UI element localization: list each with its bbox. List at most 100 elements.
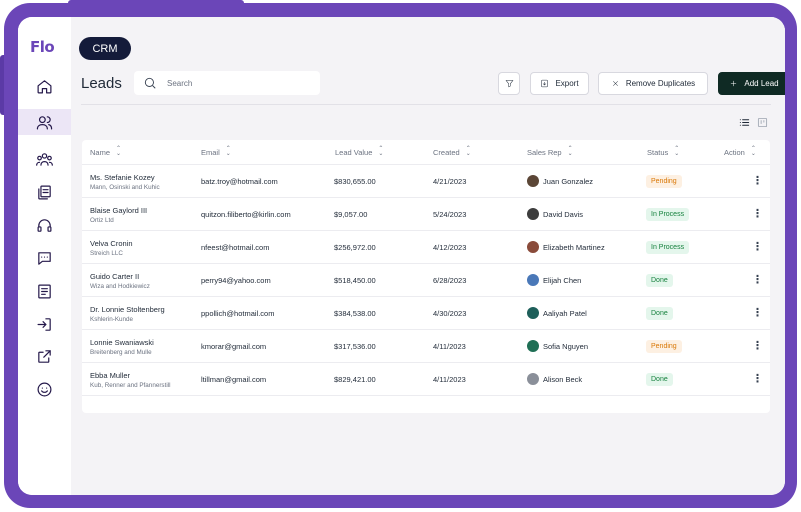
column-header-lead-value[interactable]: Lead Value ⌃ ⌄ bbox=[335, 146, 384, 157]
remove-duplicates-button[interactable]: Remove Duplicates bbox=[598, 72, 708, 95]
search-input[interactable] bbox=[167, 78, 307, 88]
lead-company: Kshlerin-Kunde bbox=[90, 316, 134, 323]
column-label: Action bbox=[724, 147, 745, 157]
filter-icon bbox=[505, 80, 513, 88]
app-logo: Flo bbox=[30, 38, 55, 56]
nav-share[interactable] bbox=[18, 343, 71, 369]
nav-feedback[interactable] bbox=[18, 376, 71, 402]
sort-icon: ⌃ ⌄ bbox=[378, 146, 384, 157]
table-row[interactable]: Ebba Muller Kub, Renner and Pfannerstill… bbox=[82, 363, 770, 396]
filter-button[interactable] bbox=[498, 72, 520, 95]
lead-value: $9,057.00 bbox=[334, 210, 368, 219]
sort-icon: ⌃ ⌄ bbox=[750, 146, 756, 157]
nav-contacts[interactable] bbox=[18, 146, 71, 172]
view-toggle bbox=[739, 117, 768, 128]
export-icon bbox=[541, 79, 549, 88]
table-row[interactable]: Blaise Gaylord III Ortiz Ltd quitzon.fil… bbox=[82, 198, 770, 231]
sales-rep: Alison Beck bbox=[527, 373, 582, 385]
smile-icon bbox=[37, 382, 52, 396]
table-row[interactable]: Velva Cronin Streich LLC nfeest@hotmail.… bbox=[82, 231, 770, 264]
sales-rep: David Davis bbox=[527, 208, 583, 220]
column-header-sales-rep[interactable]: Sales Rep ⌃ ⌄ bbox=[527, 146, 573, 157]
lead-created: 4/11/2023 bbox=[433, 342, 466, 351]
status-badge: Done bbox=[646, 307, 673, 320]
chat-icon bbox=[38, 251, 51, 265]
sales-rep: Elijah Chen bbox=[527, 274, 581, 286]
close-icon bbox=[612, 81, 618, 86]
page-title: Leads bbox=[81, 75, 122, 92]
column-header-name[interactable]: Name ⌃ ⌄ bbox=[90, 146, 121, 157]
lead-created: 4/12/2023 bbox=[433, 243, 467, 252]
lead-value: $830,655.00 bbox=[334, 177, 376, 186]
plus-icon bbox=[731, 80, 737, 87]
column-label: Email bbox=[201, 147, 220, 157]
status-badge: In Process bbox=[646, 208, 690, 221]
lead-email: perry94@yahoo.com bbox=[201, 276, 271, 285]
sort-icon: ⌃ ⌄ bbox=[567, 146, 573, 157]
lead-name: Lonnie Swaniawski bbox=[90, 338, 154, 347]
more-options-icon[interactable]: ⋮ bbox=[752, 274, 763, 286]
section-badge[interactable]: CRM bbox=[79, 37, 131, 60]
lead-company: Ortiz Ltd bbox=[90, 217, 114, 224]
nav-reports[interactable] bbox=[18, 278, 71, 304]
status-badge: Done bbox=[646, 373, 673, 386]
sales-rep-name: Elijah Chen bbox=[543, 275, 582, 285]
table-row[interactable]: Dr. Lonnie Stoltenberg Kshlerin-Kunde pp… bbox=[82, 297, 770, 330]
sales-rep: Aaliyah Patel bbox=[527, 307, 587, 319]
search-icon bbox=[144, 77, 156, 89]
lead-value: $384,538.00 bbox=[334, 309, 376, 318]
column-header-created[interactable]: Created ⌃ ⌄ bbox=[433, 146, 471, 157]
list-view-icon[interactable] bbox=[739, 117, 750, 128]
search-box[interactable] bbox=[134, 71, 320, 95]
column-header-status[interactable]: Status ⌃ ⌄ bbox=[647, 146, 680, 157]
more-options-icon[interactable]: ⋮ bbox=[752, 241, 763, 253]
more-options-icon[interactable]: ⋮ bbox=[752, 208, 763, 220]
headset-icon bbox=[37, 218, 52, 232]
header-divider bbox=[81, 104, 771, 105]
more-options-icon[interactable]: ⋮ bbox=[752, 340, 763, 352]
column-label: Created bbox=[433, 147, 460, 157]
column-header-email[interactable]: Email ⌃ ⌄ bbox=[201, 146, 231, 157]
lead-created: 4/11/2023 bbox=[433, 375, 466, 384]
column-label: Lead Value bbox=[335, 147, 373, 157]
user-icon bbox=[36, 115, 53, 129]
more-options-icon[interactable]: ⋮ bbox=[752, 307, 763, 319]
sales-rep: Sofia Nguyen bbox=[527, 340, 588, 352]
list-icon bbox=[38, 284, 51, 298]
nav-leads[interactable] bbox=[18, 109, 71, 135]
nav-support[interactable] bbox=[18, 212, 71, 238]
main-content: CRM Leads Export Remove Duplicates Add L… bbox=[71, 17, 785, 495]
table-row[interactable]: Guido Carter II Wiza and Hodkiewicz perr… bbox=[82, 264, 770, 297]
leads-table: Name ⌃ ⌄ Email ⌃ ⌄ Lead Value ⌃ ⌄ Created ⌃ ⌄ Sa… bbox=[82, 140, 770, 413]
avatar bbox=[527, 340, 539, 352]
nav-documents[interactable] bbox=[18, 179, 71, 205]
table-row[interactable]: Ms. Stefanie Kozey Mann, Osinski and Kuh… bbox=[82, 165, 770, 198]
nav-import[interactable] bbox=[18, 311, 71, 337]
lead-created: 5/24/2023 bbox=[433, 210, 467, 219]
sort-icon: ⌃ ⌄ bbox=[674, 146, 680, 157]
column-header-action[interactable]: Action ⌃ ⌄ bbox=[724, 146, 756, 157]
board-view-icon[interactable] bbox=[757, 117, 768, 128]
status-badge: Pending bbox=[646, 340, 682, 353]
lead-created: 4/30/2023 bbox=[433, 309, 467, 318]
more-options-icon[interactable]: ⋮ bbox=[752, 175, 763, 187]
sort-icon: ⌃ ⌄ bbox=[465, 146, 471, 157]
table-row[interactable]: Lonnie Swaniawski Breitenberg and Mulle … bbox=[82, 330, 770, 363]
status-badge: Pending bbox=[646, 175, 682, 188]
export-button[interactable]: Export bbox=[530, 72, 589, 95]
sales-rep-name: Sofia Nguyen bbox=[543, 341, 589, 351]
sales-rep: Juan Gonzalez bbox=[527, 175, 593, 187]
avatar bbox=[527, 274, 539, 286]
lead-name: Ms. Stefanie Kozey bbox=[90, 173, 155, 182]
lead-company: Breitenberg and Mulle bbox=[90, 349, 152, 356]
sales-rep-name: Aaliyah Patel bbox=[543, 308, 587, 318]
more-options-icon[interactable]: ⋮ bbox=[752, 373, 763, 385]
lead-email: ltillman@gmail.com bbox=[201, 375, 267, 384]
nav-messages[interactable] bbox=[18, 245, 71, 271]
lead-company: Kub, Renner and Pfannerstill bbox=[90, 382, 171, 389]
app-screen: Flo CRM Leads bbox=[18, 17, 785, 495]
nav-home[interactable] bbox=[18, 73, 71, 99]
lead-name: Dr. Lonnie Stoltenberg bbox=[90, 305, 165, 314]
add-lead-button[interactable]: Add Lead bbox=[718, 72, 785, 95]
sales-rep-name: Alison Beck bbox=[543, 374, 583, 384]
